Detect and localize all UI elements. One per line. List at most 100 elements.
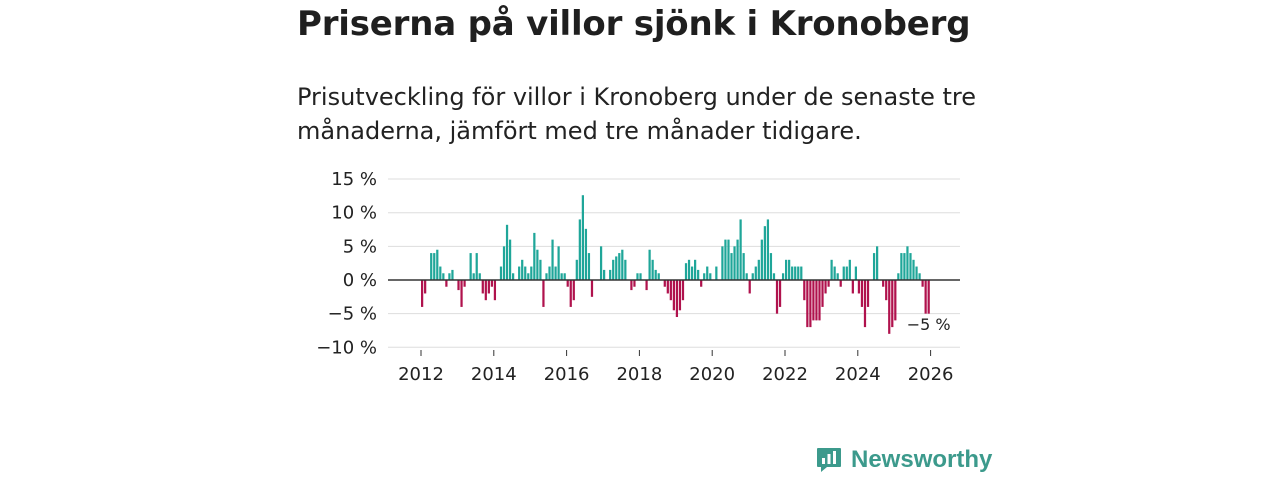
- bar: [706, 266, 709, 280]
- bars: [421, 195, 930, 334]
- y-tick-label: −10 %: [316, 337, 377, 358]
- bar: [463, 280, 466, 287]
- data-label: −5 %: [907, 315, 951, 334]
- bar: [751, 273, 754, 280]
- bar: [478, 273, 481, 280]
- bar: [672, 280, 675, 311]
- bar: [766, 219, 770, 280]
- bar: [554, 266, 557, 280]
- bar: [684, 263, 688, 281]
- bar: [687, 259, 691, 280]
- bar: [563, 273, 566, 280]
- x-tick-label: 2012: [398, 364, 444, 385]
- bar: [872, 253, 876, 280]
- bar: [830, 259, 833, 280]
- bar: [775, 280, 779, 314]
- bar: [845, 266, 848, 280]
- bar: [530, 266, 533, 280]
- bar: [518, 266, 521, 280]
- bar: [709, 273, 712, 280]
- bar: [430, 253, 433, 280]
- bar: [697, 269, 700, 280]
- bar: [493, 280, 497, 301]
- bar: [745, 273, 748, 280]
- bar: [645, 280, 648, 291]
- bar: [442, 273, 445, 280]
- bar: [536, 249, 539, 281]
- bar: [587, 253, 591, 280]
- bar: [681, 280, 685, 301]
- bar: [566, 280, 569, 287]
- bar: [739, 219, 742, 280]
- bar: [436, 249, 439, 281]
- bar: [560, 273, 563, 280]
- bar: [851, 280, 854, 294]
- bar: [612, 259, 615, 280]
- y-tick-label: 10 %: [331, 203, 377, 224]
- x-tick-label: 2020: [689, 364, 735, 385]
- bar: [663, 280, 666, 287]
- x-tick-label: 2016: [544, 364, 590, 385]
- bar: [763, 226, 766, 280]
- bar: [487, 280, 490, 294]
- bar: [654, 269, 657, 280]
- bar: [903, 253, 906, 280]
- bar: [675, 280, 679, 318]
- bar: [615, 256, 618, 280]
- y-tick-label: 0 %: [343, 270, 377, 291]
- bar: [754, 266, 757, 280]
- bar: [797, 266, 800, 280]
- bar: [484, 280, 487, 301]
- bar: [703, 273, 706, 280]
- bar: [584, 228, 588, 280]
- bar: [527, 273, 530, 280]
- bar: [876, 246, 879, 280]
- bar: [451, 269, 454, 280]
- bar: [791, 266, 794, 280]
- bar: [424, 280, 427, 294]
- x-tick-label: 2018: [616, 364, 662, 385]
- bar: [736, 239, 739, 280]
- bar: [721, 246, 724, 280]
- x-tick-label: 2014: [471, 364, 517, 385]
- bar: [633, 280, 636, 287]
- chart-subtitle: Prisutveckling för villor i Kronoberg un…: [297, 83, 977, 145]
- bar: [439, 266, 442, 280]
- bar: [860, 280, 864, 307]
- bar: [457, 280, 460, 291]
- bar: [502, 246, 506, 280]
- bar: [548, 266, 551, 280]
- bar: [824, 280, 827, 294]
- bar: [854, 266, 857, 280]
- bar: [891, 280, 894, 328]
- bar: [806, 280, 809, 328]
- bar: [700, 280, 703, 287]
- bar: [469, 253, 472, 280]
- bar: [927, 280, 930, 314]
- bar-chart: 15 % 10 % 5 % 0 % −5 % −10 % 2012 2014 2016 2018…: [316, 169, 960, 385]
- bar: [730, 253, 733, 280]
- bar: [621, 249, 624, 281]
- bar: [906, 246, 909, 280]
- bar: [609, 269, 612, 280]
- bar: [781, 273, 785, 280]
- bar: [921, 280, 924, 287]
- bar: [666, 280, 669, 294]
- bar: [524, 266, 527, 280]
- bar: [669, 280, 672, 301]
- bar: [924, 280, 927, 314]
- y-axis: 15 % 10 % 5 % 0 % −5 % −10 %: [316, 169, 377, 358]
- bar: [918, 273, 921, 280]
- bar: [657, 273, 660, 280]
- bar: [630, 280, 633, 291]
- bar: [651, 259, 654, 280]
- data-labels: −5 %: [907, 315, 951, 334]
- bar: [885, 280, 888, 301]
- bar: [760, 239, 763, 280]
- bar: [578, 219, 581, 280]
- bar: [648, 249, 651, 281]
- bar: [481, 280, 484, 294]
- bar: [433, 253, 436, 280]
- bar: [581, 195, 584, 280]
- bar: [888, 280, 891, 334]
